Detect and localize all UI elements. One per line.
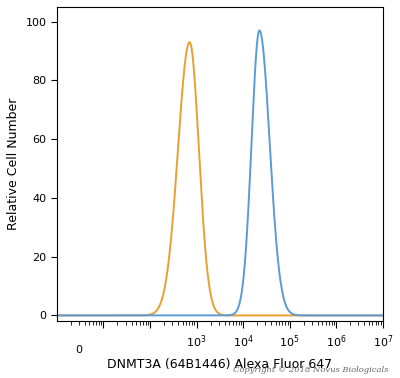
X-axis label: DNMT3A (64B1446) Alexa Fluor 647: DNMT3A (64B1446) Alexa Fluor 647 [107, 358, 332, 371]
Y-axis label: Relative Cell Number: Relative Cell Number [7, 98, 20, 230]
Text: Copyright © 2018 Novus Biologicals: Copyright © 2018 Novus Biologicals [233, 366, 388, 374]
Text: 0: 0 [76, 345, 82, 355]
